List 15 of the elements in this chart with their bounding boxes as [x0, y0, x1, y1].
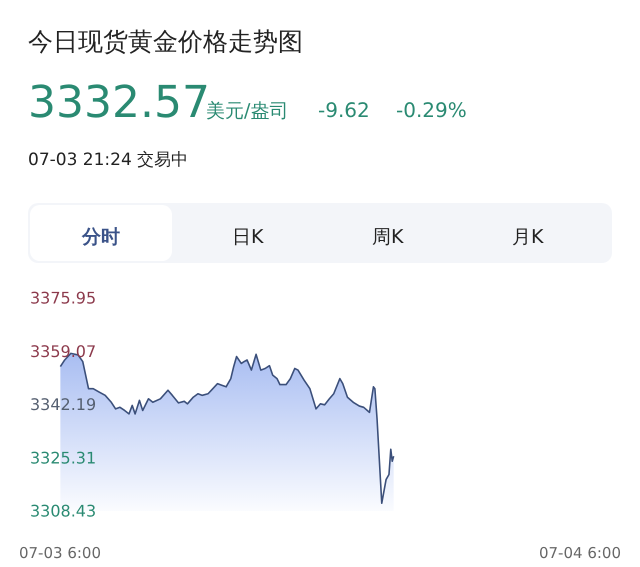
text: 日K — [232, 226, 264, 248]
text: -0.29% — [396, 98, 467, 122]
y-tick-label: 3359.07 — [30, 342, 96, 361]
text: 周K — [372, 226, 404, 248]
text: -9.62 — [318, 98, 370, 122]
y-tick-label: 3308.43 — [30, 502, 96, 521]
text: 月K — [512, 226, 544, 248]
y-tick-label: 3375.95 — [30, 288, 96, 308]
y-tick-label: 3325.31 — [30, 448, 96, 468]
x-tick-label: 07-04 6:00 — [538, 544, 622, 562]
y-tick-label: 3342.19 — [30, 395, 96, 414]
chart-title: 今日现货黄金价格走势图 — [28, 27, 303, 56]
text: 分时 — [81, 226, 120, 248]
text: 07-03 21:24 交易中 — [28, 150, 188, 170]
x-tick-label: 07-03 6:00 — [18, 544, 102, 562]
